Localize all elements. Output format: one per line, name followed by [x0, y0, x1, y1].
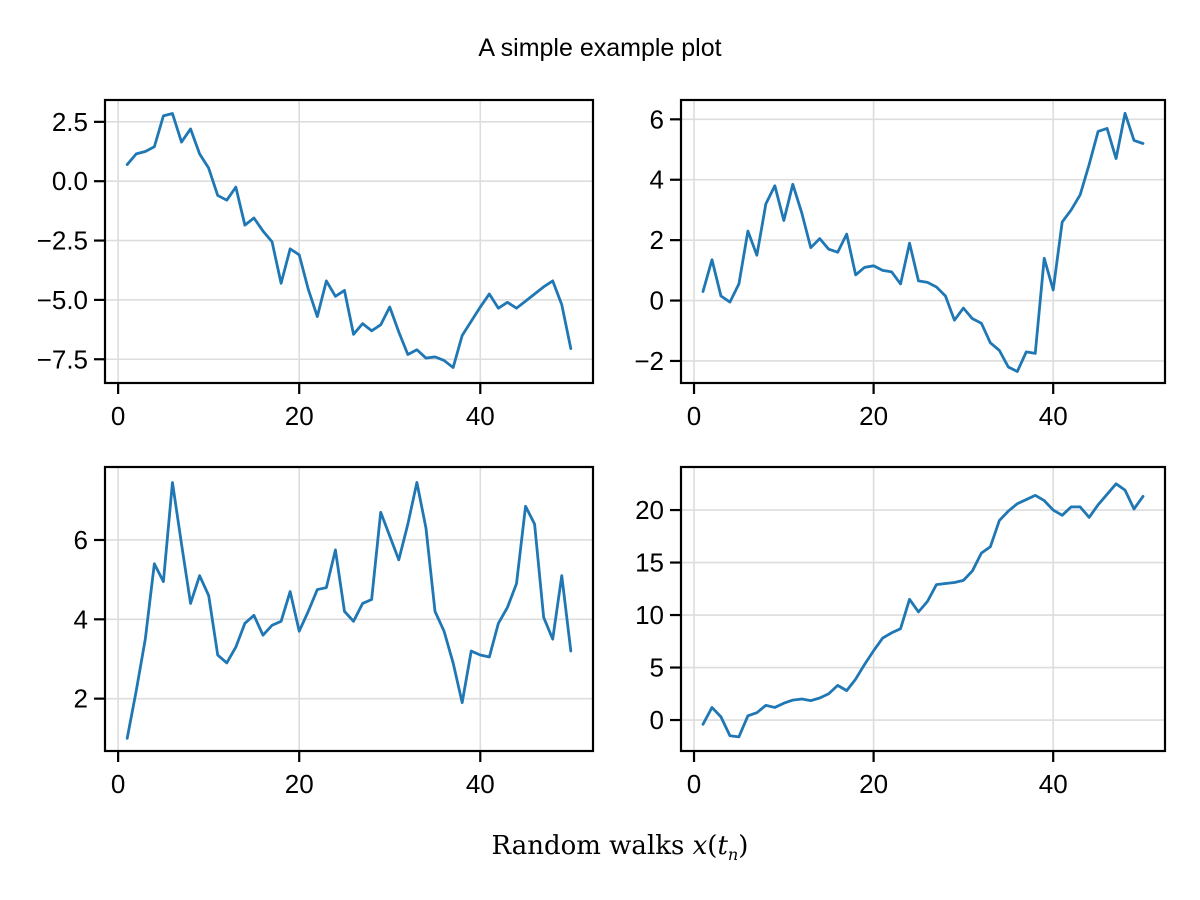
y-tick-label: −2.5 — [37, 226, 88, 256]
figure-title: A simple example plot — [478, 34, 722, 62]
y-tick-label: 0.0 — [52, 166, 88, 196]
y-tick-label: 10 — [635, 600, 664, 630]
line-series — [125, 481, 573, 740]
axes-frame — [103, 465, 595, 753]
subplot-bottom-left: 0 20 40 6 4 2 — [74, 465, 595, 799]
axes-frame — [679, 98, 1167, 385]
y-tick-label: 5 — [650, 653, 664, 683]
x-tick-label: 40 — [466, 769, 495, 799]
x-tick-label: 0 — [111, 401, 125, 431]
x-tick-label: 0 — [687, 401, 701, 431]
xlabel-subscript: n — [727, 845, 739, 865]
line-series — [125, 112, 573, 369]
y-tick-label: 2 — [74, 684, 88, 714]
y-tick-label: 4 — [74, 604, 88, 634]
y-tick-label: 2.5 — [52, 107, 88, 137]
y-tick-label: 4 — [650, 165, 664, 195]
x-tick-label: 20 — [285, 769, 314, 799]
line-series — [701, 482, 1145, 739]
axes-frame — [679, 465, 1167, 753]
x-tick-label: 20 — [285, 401, 314, 431]
y-tick-label: 6 — [650, 104, 664, 134]
y-tick-label: −7.5 — [37, 344, 88, 374]
xlabel-paren-close: ) — [738, 831, 749, 861]
axes-frame — [103, 98, 595, 385]
xlabel-var-x: x — [692, 831, 708, 861]
x-tick-label: 40 — [466, 401, 495, 431]
xlabel-text: Random walks — [491, 831, 693, 861]
y-tick-label: −2 — [634, 346, 664, 376]
x-tick-label: 20 — [859, 769, 888, 799]
y-tick-label: 0 — [650, 705, 664, 735]
line-series — [701, 111, 1145, 373]
x-tick-label: 40 — [1039, 769, 1068, 799]
x-tick-label: 0 — [111, 769, 125, 799]
y-tick-label: 2 — [650, 225, 664, 255]
subplot-bottom-right: 0 20 40 20 15 10 5 0 — [635, 465, 1167, 799]
xlabel-paren-open: ( — [707, 831, 718, 861]
y-tick-label: 6 — [74, 525, 88, 555]
figure-xlabel: Random walks x(tn) — [492, 831, 749, 864]
y-tick-label: 20 — [635, 495, 664, 525]
y-tick-label: 0 — [650, 286, 664, 316]
xlabel-var-t: t — [717, 831, 728, 861]
x-tick-label: 0 — [687, 769, 701, 799]
x-tick-label: 20 — [859, 401, 888, 431]
y-tick-label: 15 — [635, 548, 664, 578]
subplot-top-left: 0 20 40 2.5 0.0 −2.5 −5.0 −7.5 — [37, 98, 595, 431]
x-tick-label: 40 — [1039, 401, 1068, 431]
y-tick-label: −5.0 — [37, 285, 88, 315]
